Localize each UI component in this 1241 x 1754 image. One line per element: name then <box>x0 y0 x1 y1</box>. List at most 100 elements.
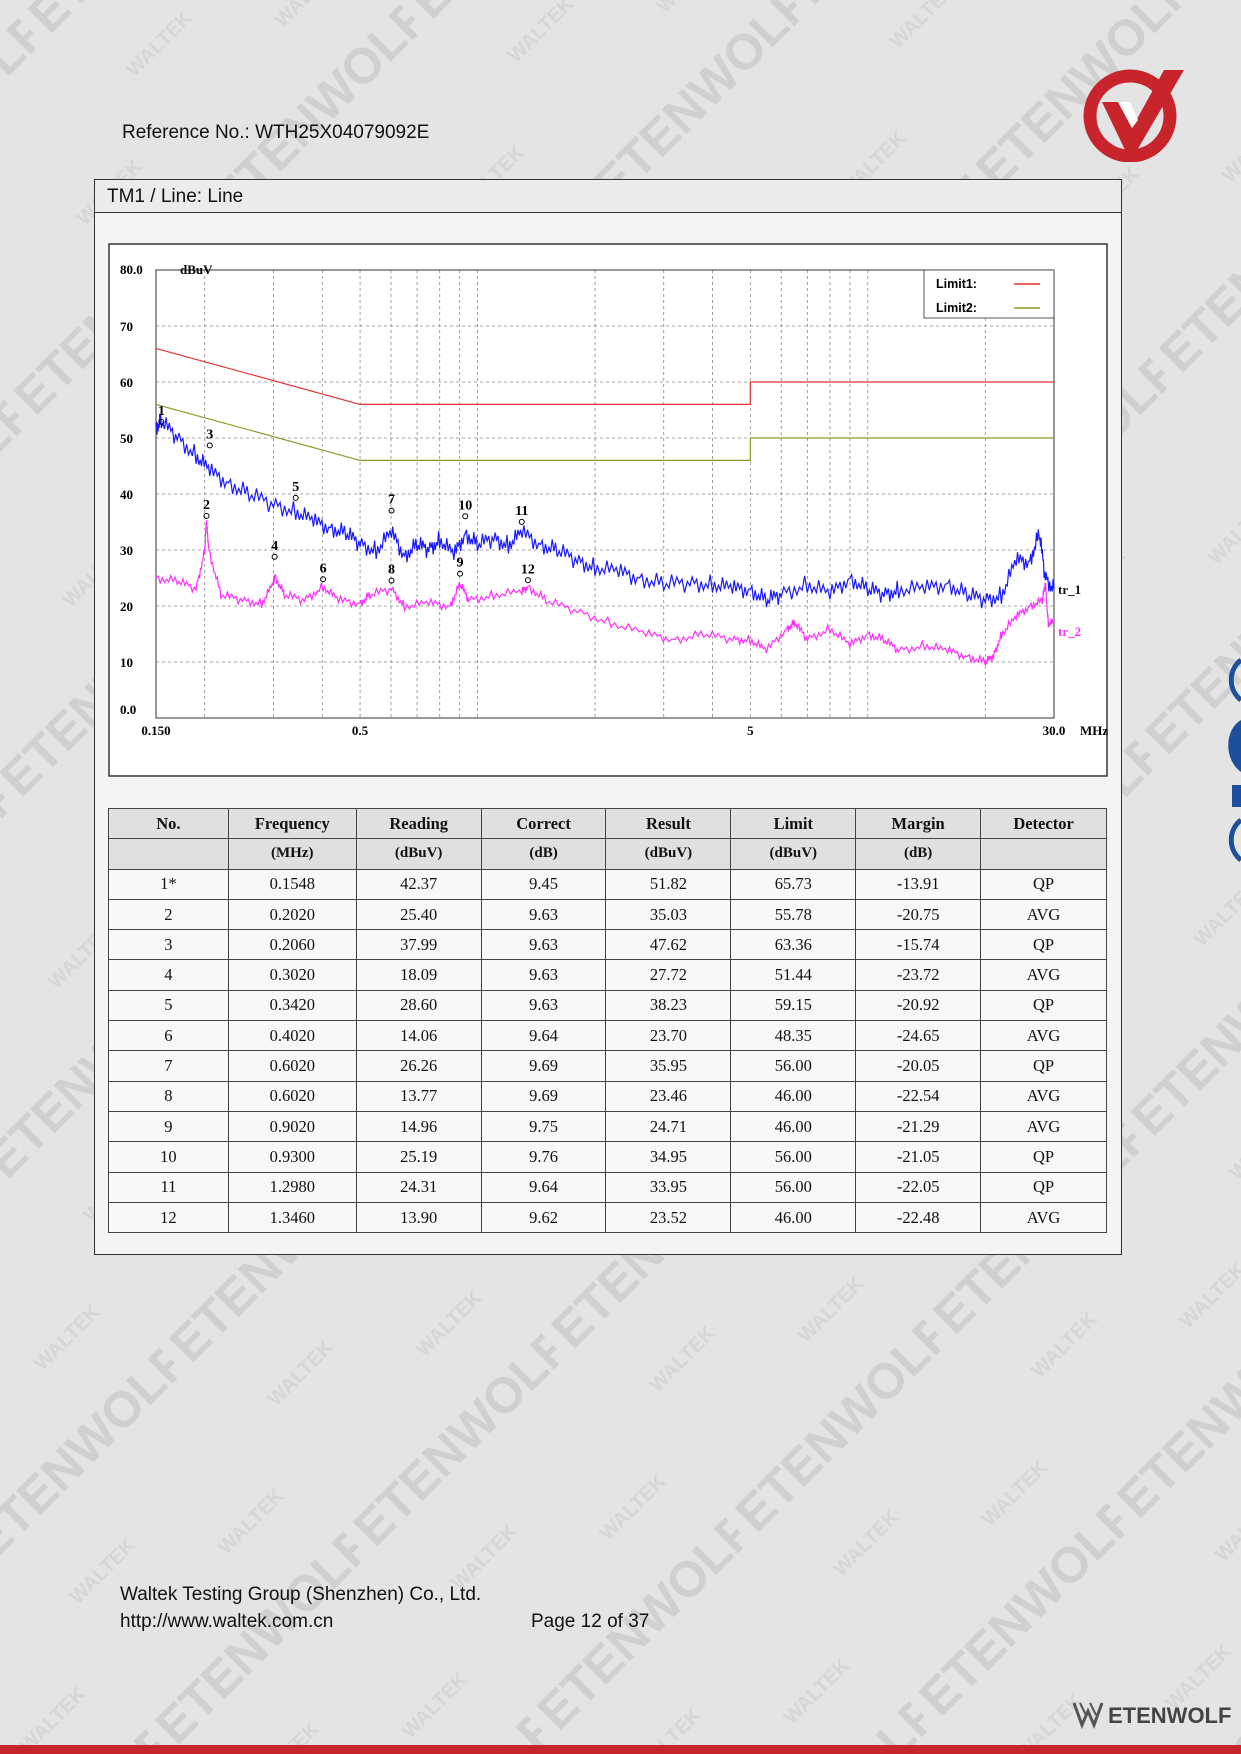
y-tick-label: 60 <box>120 375 133 390</box>
bottom-accent-line <box>0 1745 1241 1754</box>
table-cell: 51.82 <box>605 868 732 900</box>
marker-point <box>158 418 165 425</box>
column-header: Margin <box>855 807 982 840</box>
marker-label: 12 <box>521 562 535 577</box>
x-tick-label: 5 <box>747 723 754 738</box>
table-cell: 37.99 <box>355 929 482 961</box>
table-cell: 4 <box>108 959 229 991</box>
series-line-tr_2 <box>155 520 1055 666</box>
table-cell: 6 <box>108 1020 229 1052</box>
page-number: Page 12 of 37 <box>531 1611 650 1632</box>
table-cell: -22.54 <box>855 1080 982 1112</box>
table-cell: 35.03 <box>605 898 732 931</box>
table-cell: 23.52 <box>605 1201 732 1234</box>
table-cell: AVG <box>980 1201 1107 1234</box>
marker-label: 8 <box>388 563 395 578</box>
table-cell: 11 <box>108 1171 229 1203</box>
table-cell: 34.95 <box>605 1141 732 1173</box>
column-unit: (dB) <box>480 838 607 870</box>
table-cell: 46.00 <box>730 1110 857 1143</box>
column-unit: (dBuV) <box>730 838 857 870</box>
table-cell: 18.09 <box>355 959 482 991</box>
table-cell: 1.3460 <box>227 1201 357 1234</box>
table-cell: 13.77 <box>355 1080 482 1112</box>
x-tick-label: 30.0 <box>1043 723 1066 738</box>
y-tick-label: 0.0 <box>120 702 136 717</box>
table-cell: 9.69 <box>480 1050 607 1082</box>
table-cell: 48.35 <box>730 1020 857 1052</box>
table-cell: 46.00 <box>730 1080 857 1112</box>
footer-company: Waltek Testing Group (Shenzhen) Co., Ltd… <box>120 1584 482 1605</box>
marker-point <box>320 576 327 583</box>
marker-label: 1 <box>158 404 165 419</box>
table-cell: 0.4020 <box>227 1020 357 1052</box>
legend-label: Limit1: <box>936 277 977 291</box>
plot-area <box>155 269 1055 719</box>
table-cell: 23.70 <box>605 1020 732 1052</box>
table-cell: 42.37 <box>355 868 482 900</box>
trace-label: tr_1 <box>1058 582 1081 597</box>
table-cell: -20.92 <box>855 989 982 1022</box>
table-cell: AVG <box>980 1110 1107 1143</box>
column-header: Correct <box>480 807 607 840</box>
table-cell: 28.60 <box>355 989 482 1022</box>
table-cell: 9.63 <box>480 929 607 961</box>
marker-point <box>457 570 464 577</box>
table-cell: 9.63 <box>480 989 607 1022</box>
table-cell: 63.36 <box>730 929 857 961</box>
y-tick-label: 40 <box>120 487 133 502</box>
table-cell: 0.9300 <box>227 1141 357 1173</box>
table-cell: 0.1548 <box>227 868 357 900</box>
table-cell: 10 <box>108 1141 229 1173</box>
series-line-Limit2 <box>155 403 1054 461</box>
table-cell: -20.05 <box>855 1050 982 1082</box>
table-row: 4 0.3020 18.09 9.63 27.72 51.44 -23.72 AVG <box>108 959 1107 991</box>
table-cell: 26.26 <box>355 1050 482 1082</box>
marker-point <box>388 507 395 514</box>
table-cell: 56.00 <box>730 1141 857 1173</box>
table-cell: 25.19 <box>355 1141 482 1173</box>
footer-website[interactable]: http://www.waltek.com.cn <box>120 1611 334 1632</box>
x-tick-label: 0.150 <box>141 723 170 738</box>
column-header: No. <box>108 807 229 840</box>
table-cell: 56.00 <box>730 1171 857 1203</box>
section-title: TM1 / Line: Line <box>107 186 244 207</box>
legend-box <box>923 269 1055 319</box>
table-cell: 9.76 <box>480 1141 607 1173</box>
marker-point <box>292 494 299 501</box>
table-cell: QP <box>980 1141 1107 1173</box>
table-cell: 33.95 <box>605 1171 732 1203</box>
reference-number: Reference No.: WTH25X04079092E <box>122 122 430 143</box>
table-cell: -13.91 <box>855 868 982 900</box>
results-table: No. Frequency Reading Correct Result Limit Mar… <box>108 807 1107 1234</box>
marker-point <box>388 577 395 584</box>
column-header: Limit <box>730 807 857 840</box>
table-row: 2 0.2020 25.40 9.63 35.03 55.78 -20.75 AVG <box>108 898 1107 931</box>
chart-background <box>108 243 1108 777</box>
marker-point <box>203 512 210 519</box>
frame-title-bar: TM1 / Line: Line <box>95 180 1121 213</box>
table-cell: 35.95 <box>605 1050 732 1082</box>
marker-label: 9 <box>457 556 464 571</box>
table-cell: AVG <box>980 959 1107 991</box>
table-cell: 65.73 <box>730 868 857 900</box>
table-cell: 9.64 <box>480 1020 607 1052</box>
table-cell: 25.40 <box>355 898 482 931</box>
y-tick-label: 80.0 <box>120 262 143 277</box>
table-cell: 12 <box>108 1201 229 1234</box>
legend-label: Limit2: <box>936 301 977 315</box>
table-cell: 9 <box>108 1110 229 1143</box>
chart-border <box>108 243 1108 777</box>
series-line-tr_1 <box>155 413 1055 609</box>
table-cell: 0.6020 <box>227 1050 357 1082</box>
table-cell: 13.90 <box>355 1201 482 1234</box>
y-tick-label: 20 <box>120 599 133 614</box>
table-cell: 9.64 <box>480 1171 607 1203</box>
table-cell: 7 <box>108 1050 229 1082</box>
table-cell: 0.2020 <box>227 898 357 931</box>
table-cell: 0.9020 <box>227 1110 357 1143</box>
table-cell: 59.15 <box>730 989 857 1022</box>
table-cell: 9.63 <box>480 898 607 931</box>
table-row: 8 0.6020 13.77 9.69 23.46 46.00 -22.54 AVG <box>108 1080 1107 1112</box>
side-tab-decoration <box>1228 658 1241 862</box>
